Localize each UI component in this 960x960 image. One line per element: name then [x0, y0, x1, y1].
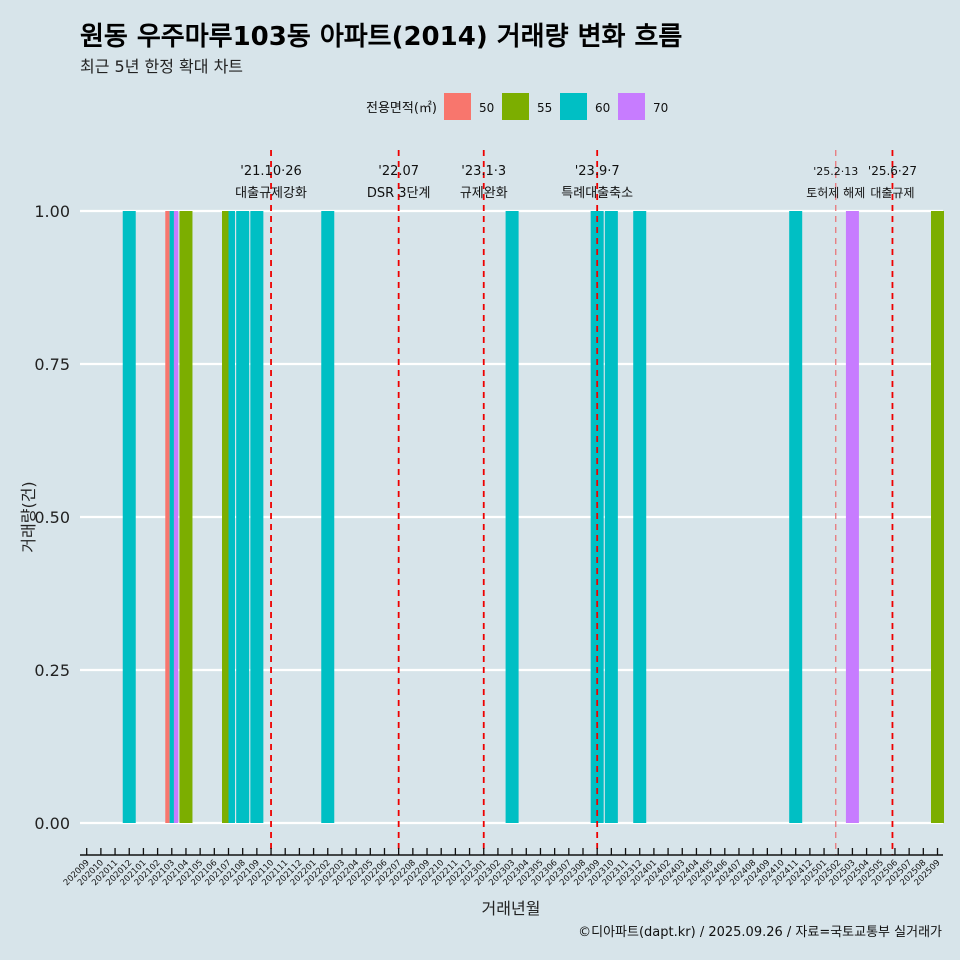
- legend-swatch-55: [502, 93, 529, 120]
- bar-202503-70: [845, 211, 859, 823]
- event-date: '23.1·3: [461, 164, 506, 179]
- bar-202104-55: [179, 211, 193, 823]
- bar-202312-60: [633, 211, 647, 823]
- bar-202509-55: [931, 211, 944, 823]
- event-label: DSR 3단계: [367, 186, 431, 201]
- chart-subtitle: 최근 5년 한정 확대 차트: [80, 57, 244, 76]
- legend-swatch-60: [560, 93, 587, 120]
- legend-swatch-50: [444, 93, 471, 120]
- source-caption: ©디아파트(dapt.kr) / 2025.09.26 / 자료=국토교통부 실…: [578, 925, 942, 940]
- bar-202103-70: [173, 211, 179, 823]
- event-date: '25.6·27: [868, 164, 917, 178]
- event-date: '22.07: [378, 164, 419, 179]
- event-label: 토허제 해제: [806, 186, 865, 200]
- event-label: 대출규제강화: [235, 186, 307, 201]
- legend-label: 70: [653, 101, 668, 115]
- bar-202103-50: [165, 211, 170, 823]
- bar-202103-60: [169, 211, 174, 823]
- y-tick-label: 0.00: [34, 814, 70, 833]
- chart-title: 원동 우주마루103동 아파트(2014) 거래량 변화 흐름: [80, 22, 683, 52]
- y-tick-label: 0.25: [34, 661, 70, 680]
- x-axis-title: 거래년월: [482, 899, 541, 918]
- legend-swatch-70: [618, 93, 645, 120]
- bar-202107-55: [222, 211, 229, 823]
- bar-202303-60: [505, 211, 519, 823]
- event-date: '23.9·7: [575, 164, 620, 179]
- bar-202107-60: [228, 211, 235, 823]
- y-tick-label: 0.50: [34, 508, 70, 527]
- y-tick-label: 0.75: [34, 355, 70, 374]
- bar-202202-60: [321, 211, 335, 823]
- event-label: 규제완화: [460, 186, 508, 201]
- bar-202109-60: [250, 211, 264, 823]
- legend-title: 전용면적(㎡): [366, 101, 437, 116]
- event-date: '21.10·26: [240, 164, 301, 179]
- event-label: 대출규제: [870, 186, 914, 200]
- event-label: 특례대출축소: [561, 186, 633, 201]
- bar-202411-60: [789, 211, 803, 823]
- legend-label: 60: [595, 101, 610, 115]
- bar-202310-60: [604, 211, 618, 823]
- y-axis-title: 거래량(건): [19, 481, 38, 552]
- legend-label: 50: [479, 101, 494, 115]
- legend-label: 55: [537, 101, 552, 115]
- bar-202108-60: [236, 211, 250, 823]
- y-tick-label: 1.00: [34, 202, 70, 221]
- event-date: '25.2·13: [813, 165, 858, 178]
- bar-202012-60: [122, 211, 136, 823]
